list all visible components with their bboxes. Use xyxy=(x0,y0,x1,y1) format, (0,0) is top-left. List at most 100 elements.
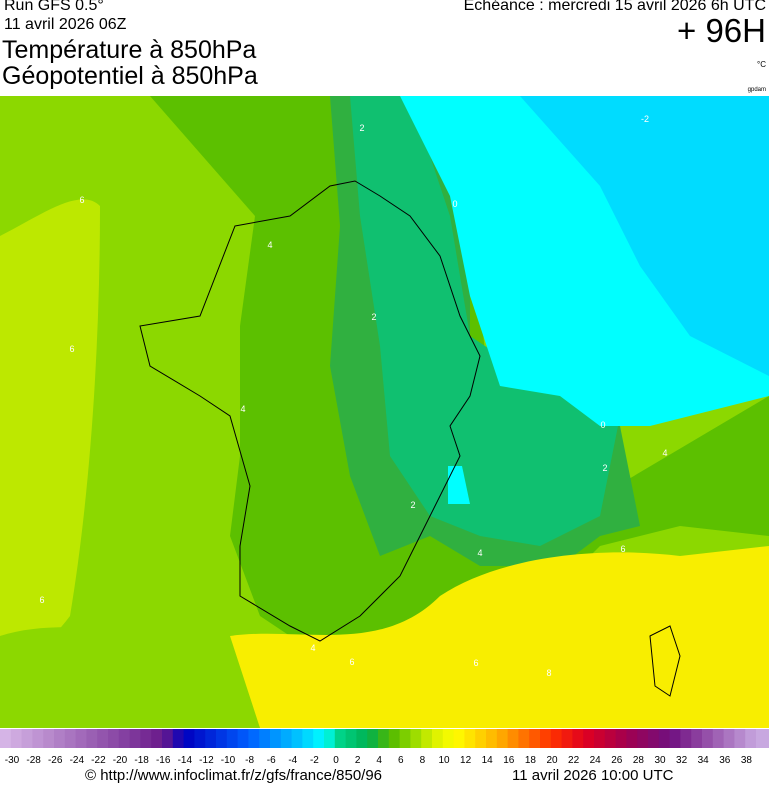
color-swatch xyxy=(637,729,649,748)
color-swatch xyxy=(324,729,336,748)
color-swatch xyxy=(496,729,509,748)
contour-label: 6 xyxy=(349,657,354,667)
contour-label: 2 xyxy=(371,312,376,322)
scale-label: -10 xyxy=(221,755,236,766)
lead-time: + 96H xyxy=(677,12,766,49)
contour-label: 0 xyxy=(452,199,457,209)
color-swatch xyxy=(183,729,195,748)
color-swatch xyxy=(140,729,152,748)
contour-label: 6 xyxy=(39,595,44,605)
color-swatch xyxy=(388,729,401,748)
color-swatch xyxy=(464,729,476,748)
updated: 11 avril 2026 10:00 UTC xyxy=(512,767,674,784)
contour-label: 4 xyxy=(477,548,482,558)
color-swatch xyxy=(259,729,271,748)
color-swatch xyxy=(54,729,66,748)
color-swatch xyxy=(572,729,584,748)
scale-label: -12 xyxy=(199,755,214,766)
color-swatch xyxy=(216,729,228,748)
color-swatch xyxy=(237,729,249,748)
color-swatch xyxy=(702,729,714,748)
scale-label: 2 xyxy=(355,755,361,766)
color-swatch xyxy=(86,729,98,748)
field-minus4-minus2 xyxy=(520,96,769,376)
color-swatch xyxy=(475,729,487,748)
color-swatch xyxy=(270,729,282,748)
color-swatch xyxy=(0,729,12,748)
scale-label: -14 xyxy=(178,755,193,766)
color-scale: -30 -28 -26 -24 -22 -20 -18 -16 -14 -12 -10 -8 -6 -4-… xyxy=(0,729,769,766)
color-swatch xyxy=(64,729,77,748)
contour-label: 6 xyxy=(473,658,478,668)
color-swatch xyxy=(399,729,411,748)
color-swatch xyxy=(97,729,109,748)
scale-label: -24 xyxy=(70,755,85,766)
contour-label: 4 xyxy=(310,643,315,653)
color-swatch xyxy=(334,729,347,748)
color-swatch xyxy=(205,729,217,748)
scale-label: -18 xyxy=(134,755,149,766)
scale-label: -28 xyxy=(26,755,41,766)
color-swatch xyxy=(378,729,390,748)
field-8 xyxy=(0,199,100,660)
unit: °C xyxy=(757,60,766,69)
color-swatch xyxy=(162,729,174,748)
color-swatch xyxy=(43,729,55,748)
color-swatch xyxy=(583,729,595,748)
scale-label: 16 xyxy=(503,755,515,766)
color-swatch xyxy=(10,729,23,748)
run: Run GFS 0.5° xyxy=(4,0,104,14)
color-swatch xyxy=(453,729,465,748)
contour-label: 4 xyxy=(662,448,667,458)
scale-label: 24 xyxy=(590,755,602,766)
color-swatch xyxy=(32,729,44,748)
color-swatch xyxy=(291,729,303,748)
scale-label: 26 xyxy=(611,755,623,766)
color-swatch xyxy=(421,729,433,748)
map: 2 0 -2 4 2 6 6 4 0 2 4 2 4 6 6 4 6 6 8 xyxy=(0,96,769,728)
contour-label: 4 xyxy=(240,404,245,414)
color-swatch xyxy=(486,729,498,748)
color-swatch xyxy=(745,729,757,748)
color-swatch xyxy=(518,729,530,748)
scale-label: -30 xyxy=(5,755,20,766)
color-swatch xyxy=(756,729,768,748)
scale-label: 38 xyxy=(741,755,753,766)
scale-label: 10 xyxy=(438,755,450,766)
scale-label: -22 xyxy=(91,755,106,766)
color-swatch xyxy=(540,729,552,748)
corsica-outline xyxy=(649,625,681,697)
scale-label: 32 xyxy=(676,755,688,766)
color-swatch xyxy=(594,729,606,748)
scale-label: -2 xyxy=(310,755,319,766)
scale-label: -6 xyxy=(267,755,276,766)
title-geopotential: Géopotentiel à 850hPa xyxy=(2,62,258,90)
scale-label: -20 xyxy=(113,755,128,766)
color-swatch xyxy=(172,729,185,748)
color-swatch xyxy=(129,729,141,748)
credit: gpdam xyxy=(747,87,766,93)
color-swatch xyxy=(410,729,422,748)
color-swatch xyxy=(507,729,519,748)
color-swatch xyxy=(734,729,746,748)
scale-label: 8 xyxy=(420,755,426,766)
color-swatch xyxy=(691,729,703,748)
color-swatch xyxy=(356,729,368,748)
color-swatch xyxy=(561,729,573,748)
color-swatch xyxy=(680,729,692,748)
color-swatch xyxy=(302,729,314,748)
color-swatch xyxy=(313,729,325,748)
color-swatch xyxy=(723,729,735,748)
color-swatch xyxy=(248,729,260,748)
contour-label: 2 xyxy=(410,500,415,510)
scale-label: 6 xyxy=(398,755,404,766)
contour-label: 6 xyxy=(69,344,74,354)
color-swatch xyxy=(108,729,120,748)
color-swatch xyxy=(280,729,293,748)
color-swatch xyxy=(648,729,660,748)
contour-label: 6 xyxy=(620,544,625,554)
contour-label: 0 xyxy=(600,420,605,430)
field-0-2 xyxy=(350,96,620,546)
scale-label: 18 xyxy=(525,755,537,766)
color-swatch xyxy=(345,729,357,748)
